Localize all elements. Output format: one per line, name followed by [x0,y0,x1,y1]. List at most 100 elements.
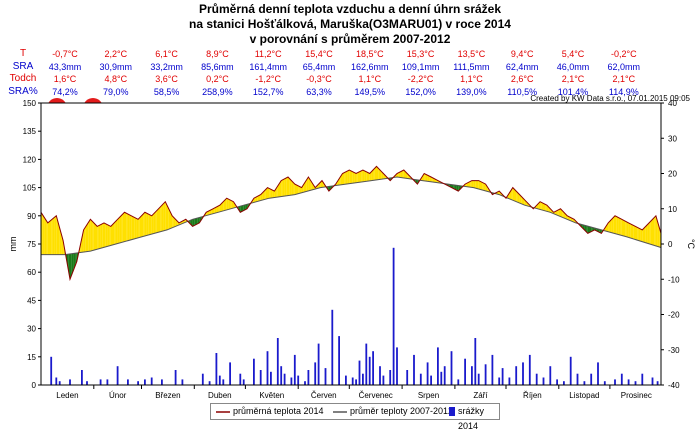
warm-anomaly-fill [431,177,433,182]
warm-anomaly-fill [288,177,290,196]
warm-anomaly-fill [652,217,655,246]
cold-anomaly-fill [327,186,329,192]
warm-anomaly-fill [274,188,277,198]
warm-anomaly-fill [400,170,403,178]
warm-anomaly-fill [133,216,135,240]
stats-cell: 74,2% [52,86,78,97]
warm-anomaly-fill [226,198,229,210]
warm-anomaly-fill [473,180,476,189]
precipitation-bar [181,379,184,385]
legend-norm-swatch [333,411,347,413]
precipitation-bar [437,347,439,385]
stats-cell: 79,0% [103,86,129,97]
warm-anomaly-fill [374,166,377,181]
warm-anomaly-fill [209,209,212,215]
warm-anomaly-fill [555,210,558,216]
precipitation-bar [651,377,654,385]
cold-anomaly-fill [68,253,70,280]
stats-cell: 162,6mm [351,61,389,72]
precipitation-bar [372,351,374,385]
warm-anomaly-fill [553,211,556,215]
left-axis-tick-label: 0 [32,381,37,390]
precipitation-bar [317,343,320,385]
warm-anomaly-fill [468,181,471,188]
warm-anomaly-fill [366,171,368,182]
month-label: Srpen [418,391,439,400]
warm-anomaly-fill [344,171,346,185]
warm-anomaly-fill [538,201,541,210]
precipitation-bar [535,373,538,385]
warm-anomaly-fill [299,186,302,194]
warm-anomaly-fill [202,214,205,218]
precipitation-bar [86,381,88,385]
precipitation-bar [620,373,623,385]
right-axis-tick-label: 0 [668,240,673,249]
warm-anomaly-fill [126,213,128,242]
precipitation-bar [324,368,327,385]
warm-anomaly-fill [616,216,619,235]
precipitation-bar [239,373,242,385]
stats-cell: 85,6mm [201,61,234,72]
month-label: Listopad [569,391,599,400]
stats-cell: -2,2°C [407,74,434,84]
stats-cell: 2,6°C [510,74,534,84]
series-normal-temperature-line [41,176,662,256]
warm-anomaly-fill [286,177,288,196]
precipitation-bar [528,354,531,385]
stats-cell: 161,4mm [249,61,287,72]
warm-anomaly-fill [632,224,634,240]
precipitation-bar [150,377,153,385]
warm-anomaly-fill [335,181,338,186]
left-axis-tick-label: 135 [23,127,37,136]
precipitation-bar [406,370,409,385]
warm-anomaly-fill [301,185,304,193]
stats-row-label: SRA% [8,85,38,97]
warm-anomaly-fill [540,201,542,210]
precipitation-bar [307,370,310,385]
precipitation-bar [542,377,545,385]
precipitation-bar [355,379,357,385]
warm-anomaly-fill [563,212,566,219]
precipitation-bar [389,370,392,385]
warm-anomaly-fill [102,222,104,248]
warm-anomaly-fill [279,180,282,197]
right-axis-label: °C [686,239,696,250]
warm-anomaly-fill [361,170,363,182]
cold-anomaly-fill [449,184,452,188]
warm-anomaly-fill [85,224,87,252]
warm-anomaly-fill [121,214,123,243]
stats-cell: 110,5% [507,86,538,97]
warm-anomaly-fill [517,192,520,204]
right-axis-tick-label: 30 [668,134,677,143]
warm-anomaly-fill [429,176,432,182]
precipitation-bar [253,358,255,385]
stats-cell: 9,4°C [510,49,534,59]
stats-cell: 43,3mm [48,61,82,72]
warm-anomaly-fill [630,223,632,239]
logo-name: ČHMÚ [52,140,91,155]
warm-anomaly-fill [495,192,498,195]
warm-anomaly-fill [499,191,501,196]
cold-anomaly-fill [504,196,506,199]
stats-cell: 15,4°C [305,49,333,59]
warm-anomaly-fill [407,173,409,179]
warm-anomaly-fill [117,217,120,244]
warm-anomaly-fill [81,229,84,253]
stats-cell: 139,0% [456,86,487,97]
warm-anomaly-fill [572,218,575,223]
warm-anomaly-fill [340,173,343,185]
warm-anomaly-fill [441,182,443,184]
warm-anomaly-fill [141,214,144,237]
cold-anomaly-fill [187,220,190,223]
warm-anomaly-fill [393,175,396,178]
warm-anomaly-fill [535,205,537,209]
credit-text: Created by KW Data s.r.o., 07.01.2015 09… [530,94,690,103]
warm-anomaly-fill [405,171,408,179]
cold-anomaly-fill [456,185,459,192]
warm-anomaly-fill [49,220,52,255]
warm-anomaly-fill [97,225,99,250]
cold-anomaly-fill [64,250,67,260]
cold-anomaly-fill [71,253,74,275]
warm-anomaly-fill [257,195,259,202]
right-axis-tick-label: 10 [668,205,677,214]
